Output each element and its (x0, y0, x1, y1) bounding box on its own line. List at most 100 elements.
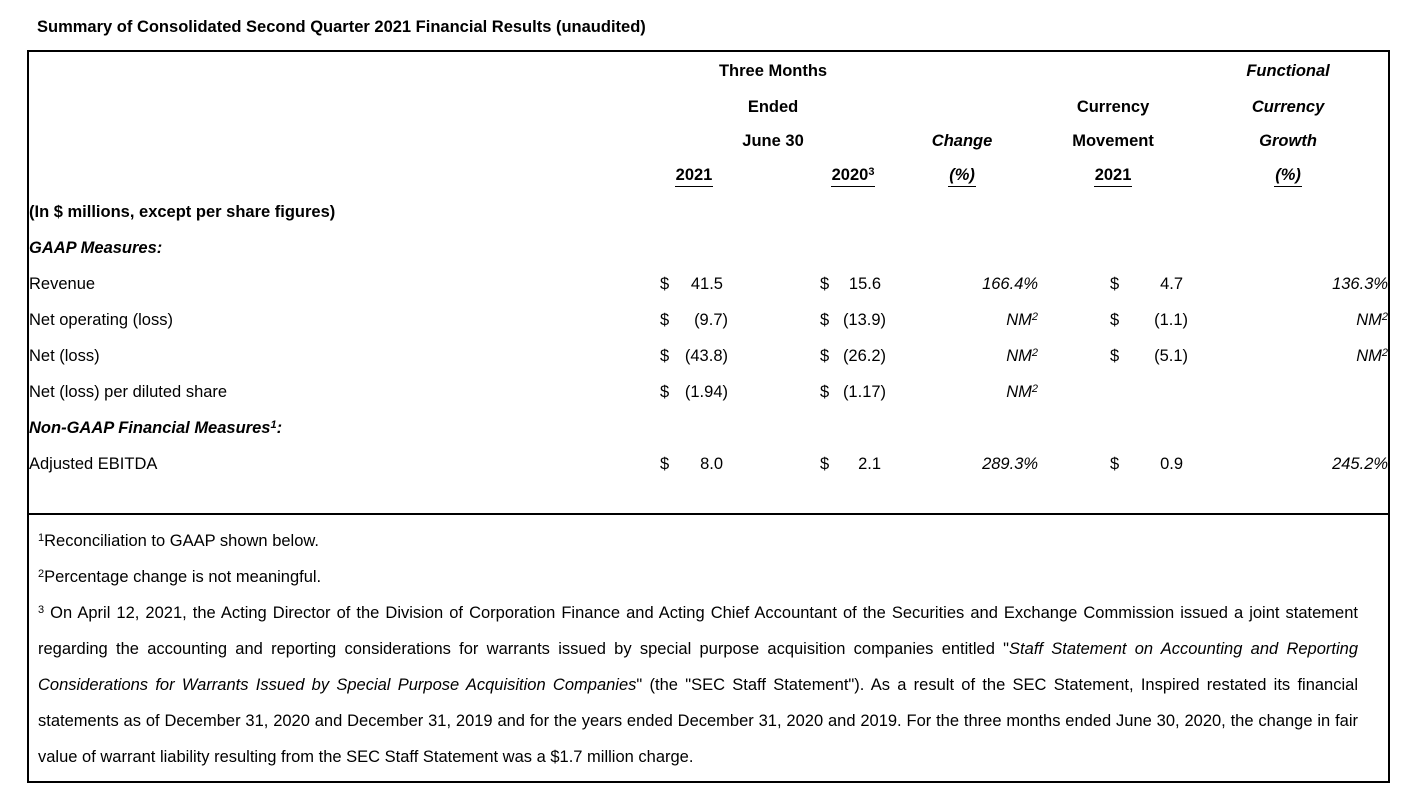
row-label: Adjusted EBITDA (29, 454, 158, 473)
table-row-adjusted-ebitda: Adjusted EBITDA $ 8.0 $ 2.1 289.3% $ 0.9… (29, 446, 1388, 482)
spacer-cell (1038, 446, 1110, 482)
change-percent: 289.3% (982, 454, 1039, 473)
column-header-2020-label: 20203 (830, 165, 876, 187)
growth-percent: NM2 (1356, 346, 1389, 365)
units-note: (In $ millions, except per share figures… (29, 202, 336, 221)
value-movement: 0.9 (1160, 454, 1184, 473)
value-2020: (1.17) (842, 382, 887, 401)
footnote-2-text: Percentage change is not meaningful. (44, 568, 322, 586)
header-ended: Ended (747, 97, 799, 116)
footnote-3-text-italic: Staff Statement on Accounting and Report… (38, 640, 1358, 694)
dollar-sign-2021: $ (660, 274, 670, 293)
dollar-sign-movement: $ (1110, 346, 1120, 365)
header-functional: Functional (1246, 61, 1330, 80)
growth-percent: NM2 (1356, 310, 1389, 329)
spacer-cell (29, 90, 660, 124)
footnote-1-marker: 1 (38, 532, 45, 545)
dollar-sign-movement: $ (1110, 274, 1120, 293)
table-row-revenue: Revenue $ 41.5 $ 15.6 166.4% $ 4.7 136.3… (29, 266, 1388, 302)
row-label: Net (loss) (29, 346, 100, 365)
footnote-1-text: Reconciliation to GAAP shown below. (44, 532, 319, 550)
value-2021: 41.5 (690, 274, 723, 293)
change-percent: NM2 (1006, 346, 1039, 365)
footnote-3: 3 On April 12, 2021, the Acting Director… (38, 595, 1358, 775)
dollar-sign-2021: $ (660, 310, 670, 329)
footnote-ref-3: 3 (868, 165, 875, 178)
table-body: (In $ millions, except per share figures… (29, 194, 1388, 513)
column-header-2020: 20203 (820, 158, 886, 194)
spacer-cell (1038, 266, 1110, 302)
row-label: Net operating (loss) (29, 310, 173, 329)
growth-percent (1188, 374, 1388, 410)
spacer-cell (886, 90, 1038, 124)
growth-percent: 245.2% (1332, 454, 1389, 473)
footnote-2: 2Percentage change is not meaningful. (38, 559, 1358, 595)
spacer-cell (728, 338, 820, 374)
header-growth: Growth (1259, 131, 1317, 150)
table-row-net-loss: Net (loss) $ (43.8) $ (26.2) NM2 $ (5.1)… (29, 338, 1388, 374)
section-row-non-gaap: Non-GAAP Financial Measures1: (29, 410, 1388, 446)
spacer-cell (728, 374, 820, 410)
spacer-cell (1038, 338, 1110, 374)
column-header-movement-2021: 2021 (1038, 158, 1188, 194)
dollar-sign-2020: $ (820, 454, 830, 473)
change-percent: 166.4% (982, 274, 1039, 293)
column-header-change-pct: (%) (886, 158, 1038, 194)
header-june-30: June 30 (742, 131, 804, 150)
value-2020: 15.6 (848, 274, 882, 293)
spacer-row (29, 482, 1388, 513)
page-title: Summary of Consolidated Second Quarter 2… (37, 18, 646, 36)
footnote-3-marker: 3 (38, 604, 45, 617)
value-movement (1130, 374, 1188, 410)
dollar-sign-2020: $ (820, 346, 830, 365)
column-header-2021: 2021 (660, 158, 728, 194)
table-header: Three Months Functional Ended Currency C… (29, 52, 1388, 194)
change-percent: NM2 (1006, 382, 1039, 401)
header-row-years: 2021 20203 (%) 2021 (%) (29, 158, 1388, 194)
dollar-sign-2021: $ (660, 382, 670, 401)
header-three-months: Three Months (718, 61, 828, 80)
financial-results-box: Three Months Functional Ended Currency C… (27, 50, 1390, 783)
spacer-cell (1038, 374, 1110, 410)
header-row-2: Ended Currency Currency (29, 90, 1388, 124)
section-gaap-measures: GAAP Measures: (29, 238, 163, 257)
header-change: Change (931, 131, 993, 150)
spacer-cell (29, 52, 660, 90)
header-row-1: Three Months Functional (29, 52, 1388, 90)
table-row-net-operating-loss: Net operating (loss) $ (9.7) $ (13.9) NM… (29, 302, 1388, 338)
spacer-cell (1038, 302, 1110, 338)
row-label: Revenue (29, 274, 96, 293)
column-header-2021-label: 2021 (674, 166, 714, 187)
header-row-3: June 30 Change Movement Growth (29, 124, 1388, 158)
spacer-cell (1038, 52, 1188, 90)
footnotes-section: 1Reconciliation to GAAP shown below. 2Pe… (29, 513, 1388, 775)
header-currency-movement-2: Movement (1072, 131, 1154, 150)
value-2021: (43.8) (684, 346, 728, 365)
value-2021: (9.7) (694, 310, 728, 329)
spacer-cell (728, 302, 820, 338)
value-2021: 8.0 (700, 454, 723, 473)
footnote-2-marker: 2 (38, 568, 45, 581)
dollar-sign-movement: $ (1110, 310, 1120, 329)
value-2020: 2.1 (858, 454, 882, 473)
financial-results-table: Three Months Functional Ended Currency C… (29, 52, 1388, 513)
spacer-cell (886, 52, 1038, 90)
row-label: Net (loss) per diluted share (29, 382, 228, 401)
dollar-sign-2020: $ (820, 274, 830, 293)
value-2021: (1.94) (684, 382, 728, 401)
spacer-cell (728, 446, 820, 482)
growth-percent: 136.3% (1332, 274, 1389, 293)
dollar-sign-movement: $ (1110, 454, 1120, 473)
footnote-3-text-part1: On April 12, 2021, the Acting Director o… (38, 604, 1358, 658)
change-percent: NM2 (1006, 310, 1039, 329)
value-movement: (1.1) (1154, 310, 1189, 329)
spacer-cell (728, 158, 820, 194)
footnote-3-text-part2: " (the "SEC Staff Statement"). As a resu… (38, 676, 1358, 766)
table-row-net-loss-per-diluted-share: Net (loss) per diluted share $ (1.94) $ … (29, 374, 1388, 410)
footnote-1: 1Reconciliation to GAAP shown below. (38, 523, 1358, 559)
section-non-gaap-measures: Non-GAAP Financial Measures1: (29, 418, 283, 437)
section-row-gaap: GAAP Measures: (29, 230, 1388, 266)
dollar-sign-movement (1110, 374, 1130, 410)
dollar-sign-2021: $ (660, 346, 670, 365)
units-note-row: (In $ millions, except per share figures… (29, 194, 1388, 230)
